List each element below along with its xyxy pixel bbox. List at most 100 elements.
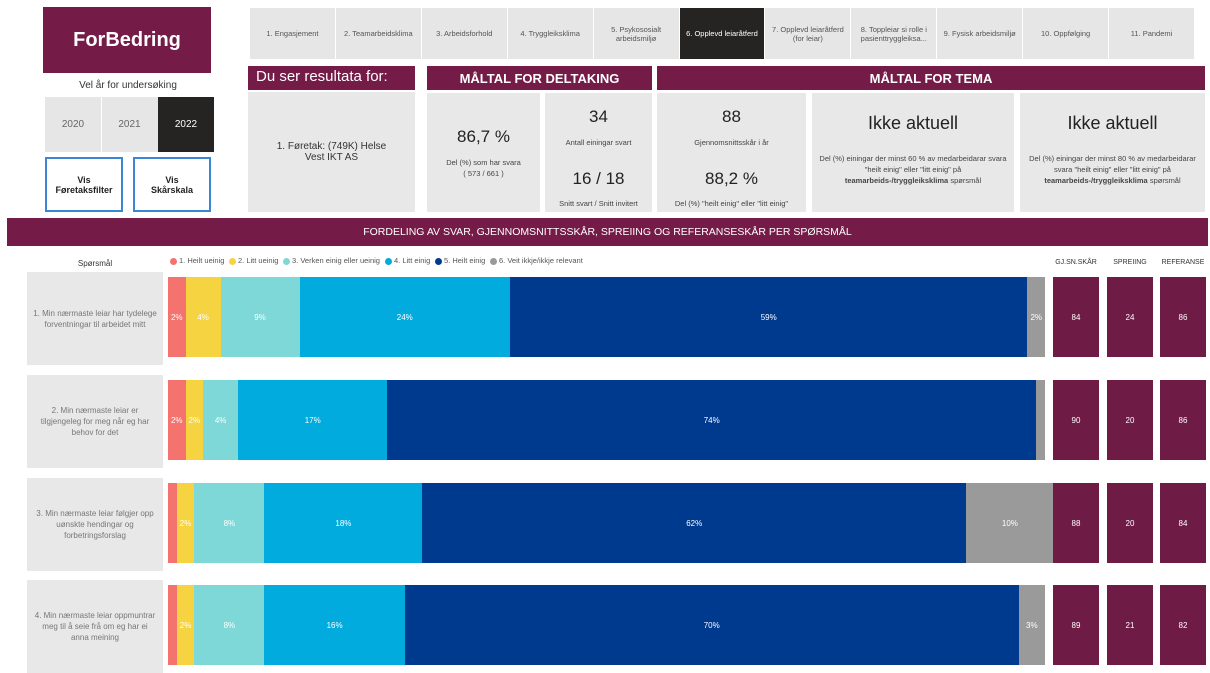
card-value: 16 / 18 xyxy=(572,169,625,188)
bar-segment xyxy=(168,585,177,665)
score-box: 84 xyxy=(1053,277,1099,357)
bar-segment: 62% xyxy=(422,483,967,563)
year-button[interactable]: 2022 xyxy=(158,97,214,152)
question: 3. Min nærmaste leiar følgjer opp uønskt… xyxy=(27,478,163,571)
bar-segment: 74% xyxy=(387,380,1037,460)
year-button[interactable]: 2020 xyxy=(45,97,101,152)
tab[interactable]: 2. Teamarbeidsklima xyxy=(335,8,422,59)
legend-swatch xyxy=(385,258,392,265)
card-label: Gjennomsnittsskår i år xyxy=(694,138,769,147)
card: 34 Antall einingar svart 16 / 18 Snitt s… xyxy=(545,93,652,212)
legend-label: 2. Litt ueinig xyxy=(238,256,279,265)
legend-swatch xyxy=(229,258,236,265)
bar-segment xyxy=(1036,380,1045,460)
bar-segment: 70% xyxy=(404,585,1019,665)
bar-segment: 59% xyxy=(510,277,1028,357)
year-label: Vel år for undersøking xyxy=(79,79,177,91)
score-box: 86 xyxy=(1160,380,1206,460)
bar-row: 2% 4% 9% 24% 59% 2% xyxy=(168,277,1055,357)
bar-segment: 4% xyxy=(185,277,221,357)
value-label: 62% xyxy=(686,518,703,528)
bar-segment: 10% xyxy=(966,483,1054,563)
legend-label: 5. Heilt einig xyxy=(444,256,486,265)
bar-segment: 4% xyxy=(203,380,239,460)
value-label: 70% xyxy=(703,620,720,630)
value-label: 2% xyxy=(1030,312,1042,322)
legend-label: 4. Litt einig xyxy=(394,256,431,265)
chart-title: FORDELING AV SVAR, GJENNOMSNITTSSKÅR, SP… xyxy=(7,218,1208,246)
card-value: 88,2 % xyxy=(705,169,758,188)
value-label: 8% xyxy=(223,518,236,528)
legend-label: 1. Heilt ueinig xyxy=(179,256,225,265)
score-box: 88 xyxy=(1053,483,1099,563)
logo: ForBedring xyxy=(43,7,211,73)
card-value: 88 xyxy=(722,107,741,126)
bar-segment: 3% xyxy=(1018,585,1045,665)
score-box: 84 xyxy=(1160,483,1206,563)
value-label: 18% xyxy=(335,518,352,528)
value-label: 8% xyxy=(223,620,236,630)
tab[interactable]: 3. Arbeidsforhold xyxy=(421,8,508,59)
legend-label: 3. Verken einig eller ueinig xyxy=(292,256,380,265)
value-label: 2% xyxy=(179,518,192,528)
legend-swatch xyxy=(490,258,497,265)
tab[interactable]: 11. Pandemi xyxy=(1109,8,1195,59)
theme-title: MÅLTAL FOR TEMA xyxy=(657,66,1205,90)
text: Del (%) einingar der minst 80 % av medar… xyxy=(1029,154,1196,174)
legend-swatch xyxy=(170,258,177,265)
column-header: GJ.SN.SKÅR xyxy=(1055,258,1097,266)
bar-row: 2% 8% 18% 62% 10% xyxy=(168,483,1055,563)
card-value: 86,7 % xyxy=(457,127,510,146)
bar-row: 2% 2% 4% 17% 74% xyxy=(168,380,1055,460)
legend-swatch xyxy=(435,258,442,265)
tab[interactable]: 1. Engasjement xyxy=(250,8,336,59)
tab[interactable]: 4. Tryggleiksklima xyxy=(507,8,594,59)
score-box: 90 xyxy=(1053,380,1099,460)
bold-text: teamarbeids-/tryggleiksklima xyxy=(1044,176,1148,185)
card-label: Antall einingar svart xyxy=(565,138,632,147)
score-box: 20 xyxy=(1107,483,1153,563)
score-box: 89 xyxy=(1053,585,1099,665)
scale-button[interactable]: Vis Skårskala xyxy=(133,157,211,212)
score-box: 20 xyxy=(1107,380,1153,460)
value-label: 3% xyxy=(1026,620,1038,630)
tab[interactable]: 5. Psykososialt arbeidsmiljø xyxy=(593,8,680,59)
value-label: 74% xyxy=(703,415,720,425)
tab[interactable]: 10. Oppfølging xyxy=(1023,8,1110,59)
value-label: 59% xyxy=(760,312,777,322)
card: 88 Gjennomsnittsskår i år 88,2 % Del (%)… xyxy=(657,93,806,212)
bar-segment: 18% xyxy=(264,483,423,563)
value-label: 17% xyxy=(304,415,321,425)
card-value: 34 xyxy=(589,107,608,126)
legend-swatch xyxy=(283,258,290,265)
tab[interactable]: 8. Toppleiar si rolle i pasienttryggleik… xyxy=(851,8,938,59)
filter-button[interactable]: Vis Føretaksfilter xyxy=(45,157,123,212)
bar-segment: 2% xyxy=(168,277,186,357)
bold-text: teamarbeids-/tryggleiksklima xyxy=(844,176,949,185)
bar-segment: 2% xyxy=(176,483,195,563)
tab[interactable]: 6. Opplevd leiaråtferd xyxy=(679,8,766,59)
value-label: 9% xyxy=(254,312,266,322)
score-box: 21 xyxy=(1107,585,1153,665)
value-label: 4% xyxy=(214,415,227,425)
value-label: 10% xyxy=(1001,518,1018,528)
value-label: 2% xyxy=(179,620,192,630)
bar-segment: 16% xyxy=(264,585,405,665)
card-value: Ikke aktuell xyxy=(1067,113,1158,133)
card: Ikke aktuell Del (%) einingar der minst … xyxy=(1020,93,1205,212)
card-label: Del (%) som har svara xyxy=(446,158,521,167)
card-text: Del (%) einingar der minst 60 % av medar… xyxy=(818,153,1008,186)
result-text: 1. Føretak: (749K) Helse Vest IKT AS xyxy=(248,92,415,212)
category-label: Spørsmål xyxy=(77,258,113,268)
score-box: 24 xyxy=(1107,277,1153,357)
year-button[interactable]: 2021 xyxy=(101,97,158,152)
tab[interactable]: 7. Opplevd leiaråtferd (for leiar) xyxy=(765,8,852,59)
bar-segment: 8% xyxy=(194,585,265,665)
bar-segment: 9% xyxy=(220,277,300,357)
tab[interactable]: 9. Fysisk arbeidsmiljø xyxy=(937,8,1024,59)
card-sub: ( 573 / 661 ) xyxy=(463,169,504,178)
card-text: Del (%) einingar der minst 80 % av medar… xyxy=(1022,153,1203,186)
bar-segment xyxy=(168,483,177,563)
text: Del (%) einingar der minst 60 % av medar… xyxy=(819,154,1007,174)
